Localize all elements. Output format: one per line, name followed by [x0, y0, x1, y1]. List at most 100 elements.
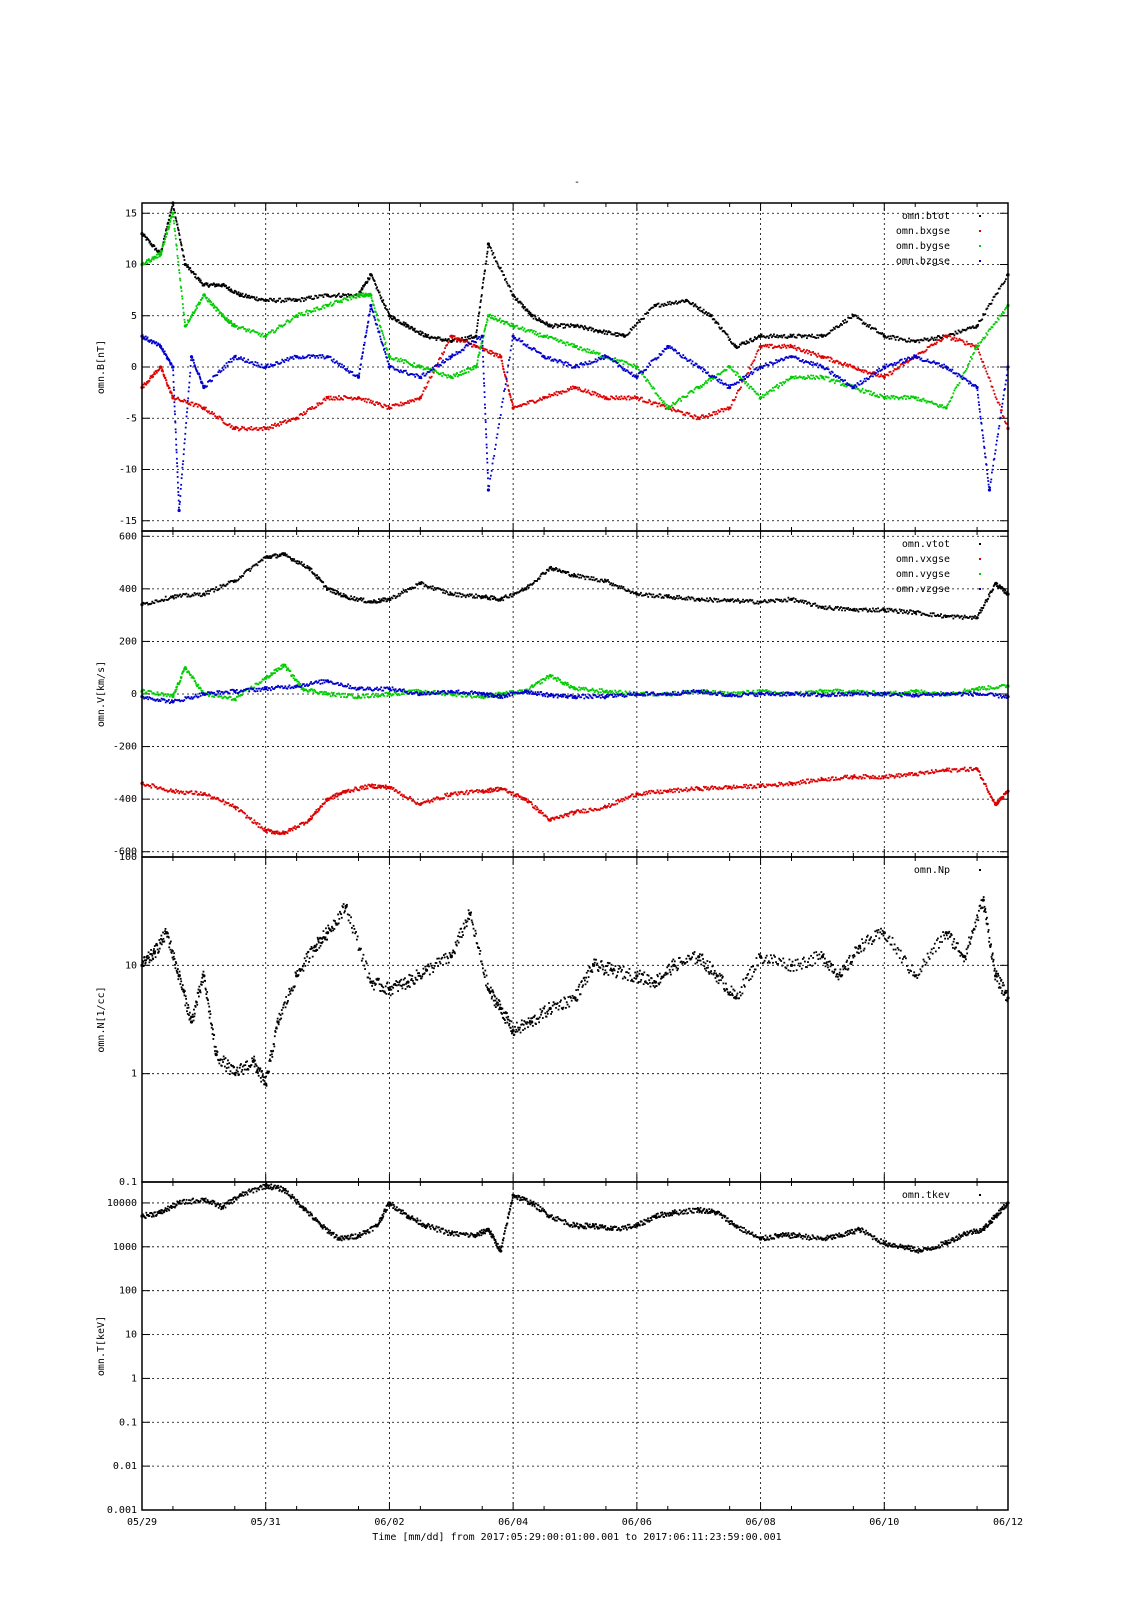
- data-point: [994, 296, 996, 298]
- data-point: [293, 358, 295, 360]
- data-point: [685, 358, 687, 360]
- data-point: [890, 371, 892, 373]
- data-point: [576, 576, 578, 578]
- data-point: [497, 433, 499, 435]
- data-point: [332, 592, 334, 594]
- data-point: [169, 597, 171, 599]
- data-point: [359, 296, 361, 298]
- data-point: [580, 577, 582, 579]
- data-point: [991, 472, 993, 474]
- data-point: [595, 358, 597, 360]
- legend-label: omn.btot: [902, 211, 950, 222]
- data-point: [214, 588, 216, 590]
- data-point: [508, 359, 510, 361]
- data-point: [208, 593, 210, 595]
- data-point: [707, 416, 709, 418]
- data-point: [653, 388, 655, 390]
- data-point: [677, 598, 679, 600]
- data-point: [410, 328, 412, 330]
- data-point: [557, 339, 559, 341]
- data-point: [455, 592, 457, 594]
- data-point: [921, 358, 923, 360]
- data-point: [761, 334, 763, 336]
- data-point: [240, 428, 242, 430]
- data-point: [810, 336, 812, 338]
- data-point: [384, 338, 386, 340]
- data-point: [990, 481, 992, 483]
- data-point: [596, 578, 598, 580]
- data-point: [660, 306, 662, 308]
- data-point: [988, 484, 990, 486]
- data-point: [780, 335, 782, 337]
- data-point: [380, 338, 382, 340]
- data-point: [706, 598, 708, 600]
- data-point: [357, 600, 359, 602]
- data-point: [339, 363, 341, 365]
- data-point: [740, 344, 742, 346]
- data-point: [171, 395, 173, 397]
- data-point: [284, 552, 286, 554]
- data-point: [611, 358, 613, 360]
- data-point: [690, 359, 692, 361]
- data-point: [803, 349, 805, 351]
- data-point: [527, 584, 529, 586]
- data-point: [362, 288, 364, 290]
- data-point: [509, 395, 511, 397]
- data-point: [892, 397, 894, 399]
- data-point: [351, 371, 353, 373]
- data-point: [805, 335, 807, 337]
- data-point: [341, 295, 343, 297]
- data-point: [952, 392, 954, 394]
- data-point: [268, 300, 270, 302]
- data-point: [231, 425, 233, 427]
- data-point: [187, 400, 189, 402]
- data-point: [179, 503, 181, 505]
- data-point: [481, 294, 483, 296]
- data-point: [539, 575, 541, 577]
- data-point: [446, 377, 448, 379]
- data-point: [879, 375, 881, 377]
- data-point: [464, 339, 466, 341]
- data-point: [738, 346, 740, 348]
- data-point: [175, 238, 177, 240]
- data-point: [898, 339, 900, 341]
- data-point: [809, 363, 811, 365]
- data-point: [905, 360, 907, 362]
- data-point: [157, 257, 159, 259]
- data-point: [590, 327, 592, 329]
- data-point: [181, 474, 183, 476]
- data-point: [183, 256, 185, 258]
- data-point: [500, 267, 502, 269]
- data-point: [839, 381, 841, 383]
- data-point: [283, 301, 285, 303]
- data-point: [560, 391, 562, 393]
- data-point: [669, 345, 671, 347]
- data-point: [472, 366, 474, 368]
- data-point: [212, 588, 214, 590]
- data-point: [199, 593, 201, 595]
- data-point: [177, 255, 179, 257]
- data-point: [619, 398, 621, 400]
- data-point: [382, 301, 384, 303]
- data-point: [775, 336, 777, 338]
- data-point: [298, 561, 300, 563]
- data-point: [163, 243, 165, 245]
- data-point: [336, 360, 338, 362]
- data-point: [361, 355, 363, 357]
- data-point: [894, 362, 896, 364]
- data-point: [456, 340, 458, 342]
- data-point: [180, 488, 182, 490]
- data-point: [324, 307, 326, 309]
- data-point: [275, 553, 277, 555]
- data-point: [777, 387, 779, 389]
- data-point: [989, 487, 991, 489]
- data-point: [370, 400, 372, 402]
- data-point: [517, 298, 519, 300]
- data-point: [180, 484, 182, 486]
- data-point: [979, 408, 981, 410]
- data-point: [484, 413, 486, 415]
- data-point: [570, 386, 572, 388]
- data-point: [716, 413, 718, 415]
- data-point: [339, 399, 341, 401]
- data-point: [238, 578, 240, 580]
